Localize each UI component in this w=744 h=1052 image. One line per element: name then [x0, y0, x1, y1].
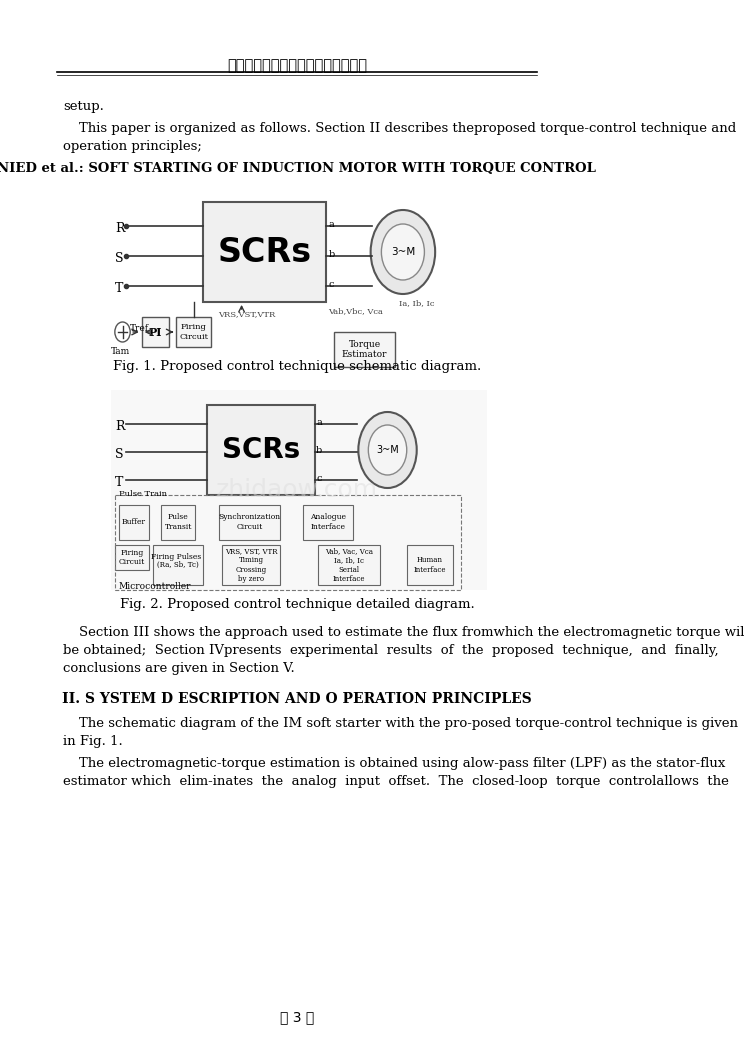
Text: a: a — [328, 220, 334, 229]
Text: R: R — [115, 222, 124, 235]
Bar — [203, 202, 326, 302]
Text: T: T — [115, 476, 124, 489]
Text: SCRs: SCRs — [217, 236, 312, 268]
Text: Tref: Tref — [130, 324, 150, 333]
Text: be obtained;  Section IVpresents  experimental  results  of  the  proposed  tech: be obtained; Section IVpresents experime… — [63, 644, 719, 658]
Text: 3~M: 3~M — [376, 445, 399, 456]
Bar — [161, 505, 196, 540]
Text: Analogue
Interface: Analogue Interface — [310, 513, 346, 530]
Bar — [119, 505, 150, 540]
Text: Synchronization
Circuit: Synchronization Circuit — [218, 513, 280, 530]
Text: T: T — [115, 282, 124, 295]
Text: c: c — [328, 280, 334, 289]
Text: operation principles;: operation principles; — [63, 140, 202, 153]
Bar — [318, 545, 380, 585]
Text: (Ra, Sb, Tc): (Ra, Sb, Tc) — [157, 561, 199, 569]
Bar — [111, 390, 487, 590]
Circle shape — [368, 425, 407, 476]
Text: Pulse
Transit: Pulse Transit — [164, 513, 192, 530]
Text: Firing Pulses: Firing Pulses — [151, 553, 201, 561]
Text: conclusions are given in Section V.: conclusions are given in Section V. — [63, 662, 295, 675]
Text: zhidaow.com: zhidaow.com — [216, 478, 378, 502]
Text: setup.: setup. — [63, 100, 104, 113]
Text: Pulse Train: Pulse Train — [119, 490, 167, 498]
Text: c: c — [316, 474, 321, 483]
Text: SCRs: SCRs — [222, 436, 300, 464]
Bar — [222, 545, 280, 585]
Text: in Fig. 1.: in Fig. 1. — [63, 735, 123, 748]
Text: R: R — [115, 420, 124, 433]
Text: VRS, VST, VTR
Timing
Crossing
by zero: VRS, VST, VTR Timing Crossing by zero — [225, 547, 278, 583]
Bar — [334, 332, 395, 367]
Text: Microcontroller: Microcontroller — [119, 582, 191, 591]
Text: Firing
Circuit: Firing Circuit — [179, 323, 208, 341]
Bar — [219, 505, 280, 540]
Circle shape — [359, 412, 417, 488]
Bar — [153, 545, 203, 585]
Bar — [176, 317, 211, 347]
Bar — [303, 505, 353, 540]
Text: Buffer: Buffer — [122, 518, 146, 526]
Text: VRS,VST,VTR: VRS,VST,VTR — [219, 310, 276, 318]
Text: NIED et al.: SOFT STARTING OF INDUCTION MOTOR WITH TORQUE CONTROL: NIED et al.: SOFT STARTING OF INDUCTION … — [0, 162, 597, 175]
Text: S: S — [115, 252, 124, 265]
Text: Section III shows the approach used to estimate the flux fromwhich the electroma: Section III shows the approach used to e… — [79, 626, 744, 639]
Text: b: b — [328, 250, 335, 259]
Text: The electromagnetic-torque estimation is obtained using alow-pass filter (LPF) a: The electromagnetic-torque estimation is… — [79, 757, 725, 770]
Text: S: S — [115, 448, 124, 461]
Circle shape — [382, 224, 424, 280]
Text: 3~M: 3~M — [391, 247, 415, 257]
Text: estimator which  elim-inates  the  analog  input  offset.  The  closed-loop  tor: estimator which elim-inates the analog i… — [63, 775, 729, 788]
Text: Vab,Vbc, Vca: Vab,Vbc, Vca — [327, 307, 382, 315]
Bar — [141, 317, 169, 347]
Text: 第 3 页: 第 3 页 — [280, 1010, 314, 1024]
Text: b: b — [316, 446, 322, 456]
Text: Ia, Ib, Ic: Ia, Ib, Ic — [399, 299, 434, 307]
Bar — [115, 545, 150, 570]
Text: a: a — [316, 418, 322, 427]
Bar — [115, 495, 461, 590]
Text: Fig. 2. Proposed control technique detailed diagram.: Fig. 2. Proposed control technique detai… — [120, 598, 474, 611]
Text: The schematic diagram of the IM soft starter with the pro-posed torque-control t: The schematic diagram of the IM soft sta… — [79, 717, 738, 730]
Text: Vab, Vac, Vca
Ia, Ib, Ic
Serial
Interface: Vab, Vac, Vca Ia, Ib, Ic Serial Interfac… — [325, 547, 373, 583]
Circle shape — [371, 210, 435, 294]
Circle shape — [115, 322, 130, 342]
Text: This paper is organized as follows. Section II describes theproposed torque-cont: This paper is organized as follows. Sect… — [79, 122, 736, 135]
Text: II. S YSTEM D ESCRIPTION AND O PERATION PRINCIPLES: II. S YSTEM D ESCRIPTION AND O PERATION … — [62, 692, 532, 706]
Text: Fig. 1. Proposed control technique schematic diagram.: Fig. 1. Proposed control technique schem… — [113, 360, 481, 373]
Text: Human
Interface: Human Interface — [414, 557, 446, 573]
Text: PI: PI — [148, 326, 162, 338]
Bar — [407, 545, 453, 585]
Text: Torque
Estimator: Torque Estimator — [341, 340, 387, 359]
Text: Tam: Tam — [111, 347, 130, 356]
Bar — [207, 405, 315, 495]
Text: 西安文理学院本科毕业设计（论文）: 西安文理学院本科毕业设计（论文） — [227, 58, 367, 73]
Text: Firing
Circuit: Firing Circuit — [119, 549, 145, 566]
